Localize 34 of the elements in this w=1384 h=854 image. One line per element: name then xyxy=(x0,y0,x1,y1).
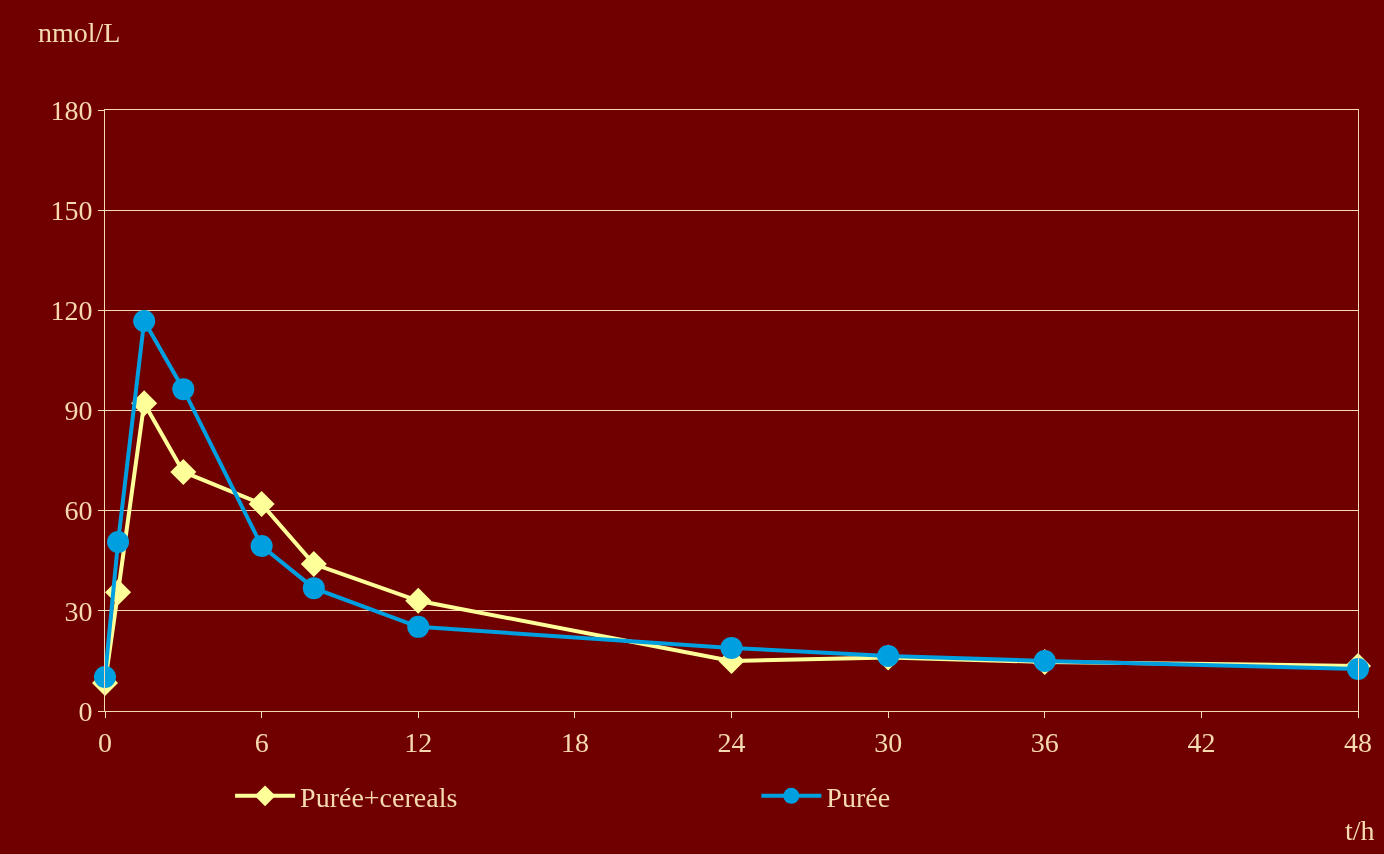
point xyxy=(107,531,130,554)
x-tick-label: 18 xyxy=(560,726,589,758)
x-tick-label: 24 xyxy=(717,726,746,758)
point xyxy=(131,390,158,417)
legend-label: Purée xyxy=(826,781,891,813)
point xyxy=(877,644,900,667)
y-tick-label: 60 xyxy=(64,495,93,527)
x-tick-label: 6 xyxy=(254,726,269,758)
y-tick-label: 120 xyxy=(50,295,93,327)
point xyxy=(405,587,432,614)
point xyxy=(407,615,430,638)
point xyxy=(248,490,275,517)
point xyxy=(170,458,197,485)
point xyxy=(300,551,327,578)
point xyxy=(302,577,325,600)
point xyxy=(133,310,156,333)
legend-label: Purée+cereals xyxy=(300,781,458,813)
point xyxy=(720,636,743,659)
y-tick-label: 30 xyxy=(64,595,93,627)
point xyxy=(1347,657,1369,680)
x-tick-label: 30 xyxy=(874,726,903,758)
point xyxy=(94,665,116,688)
x-tick-label: 36 xyxy=(1030,726,1059,758)
point xyxy=(172,378,195,401)
y-tick-label: 180 xyxy=(50,94,93,126)
y-tick-label: 0 xyxy=(78,695,93,727)
y-axis-title: nmol/L xyxy=(38,17,121,48)
y-tick-label: 90 xyxy=(64,395,93,427)
point xyxy=(250,535,273,558)
x-axis-title: t/h xyxy=(1345,815,1375,846)
y-tick-label: 150 xyxy=(50,194,93,226)
x-tick-label: 12 xyxy=(404,726,433,758)
x-tick-label: 42 xyxy=(1187,726,1216,758)
x-tick-label: 48 xyxy=(1344,726,1372,758)
